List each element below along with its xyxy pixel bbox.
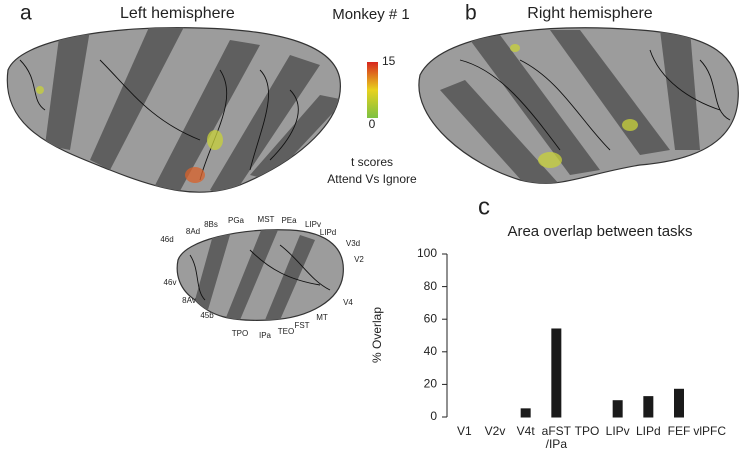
area-label: PGa (228, 216, 245, 225)
bar (551, 328, 562, 418)
area-label: V3d (346, 239, 360, 248)
area-label: MT (316, 313, 328, 322)
y-axis-label: % Overlap (370, 307, 384, 363)
panel-label: a (20, 2, 32, 25)
colorbar-label: t scores (351, 155, 393, 169)
area-label: 45b (200, 311, 214, 320)
chart-title: Area overlap between tasks (507, 223, 692, 240)
x-tick-label: aFST/IPa (542, 424, 572, 449)
y-tick-label: 60 (424, 311, 438, 325)
bar (674, 388, 684, 418)
area-label: 8Bs (204, 220, 218, 229)
x-tick-label: V1 (457, 424, 472, 438)
y-tick-label: 40 (424, 344, 438, 358)
x-tick-label: V4t (517, 424, 536, 438)
right-brain (418, 27, 739, 184)
area-label: LIPd (320, 228, 336, 237)
area-label: 46d (160, 235, 173, 244)
area-label: FST (294, 321, 309, 330)
y-tick-label: 0 (430, 409, 437, 423)
area-label: TEO (278, 327, 294, 336)
colorbar-tick-label: 15 (382, 54, 396, 68)
left-title: Left hemisphere (120, 5, 235, 22)
area-label: LIPv (305, 220, 321, 229)
bar (520, 408, 531, 418)
right-title: Right hemisphere (527, 5, 653, 22)
y-tick-label: 80 (424, 279, 438, 293)
area-label: IPa (259, 331, 272, 340)
area-label: PEa (281, 216, 297, 225)
left-brain (6, 27, 341, 193)
area-label: TPO (232, 329, 248, 338)
small-brain (176, 229, 344, 321)
x-tick-label: V2v (485, 424, 506, 438)
area-label: 8Ad (186, 227, 200, 236)
y-tick-label: 20 (424, 377, 438, 391)
x-tick-label: LIPd (636, 424, 661, 438)
bar (643, 396, 654, 418)
x-tick-label: LIPv (606, 424, 630, 438)
area-label: V2 (354, 255, 364, 264)
area-label: 46v (164, 278, 177, 287)
colorbar-tick-label: 0 (369, 117, 376, 131)
x-tick-label: vlPFC (693, 424, 726, 438)
colorbar-label: Attend Vs Ignore (327, 172, 417, 186)
area-label: 8Av (182, 296, 196, 305)
monkey-label: Monkey # 1 (332, 6, 410, 23)
bar (612, 400, 623, 418)
area-label: MST (258, 215, 275, 224)
x-tick-label: FEF (668, 424, 691, 438)
x-tick-label: TPO (575, 424, 600, 438)
area-label: V4 (343, 298, 353, 307)
panel-label: c (478, 193, 490, 220)
colorbar (367, 62, 378, 118)
y-tick-label: 100 (417, 246, 437, 260)
panel-label: b (465, 2, 477, 25)
